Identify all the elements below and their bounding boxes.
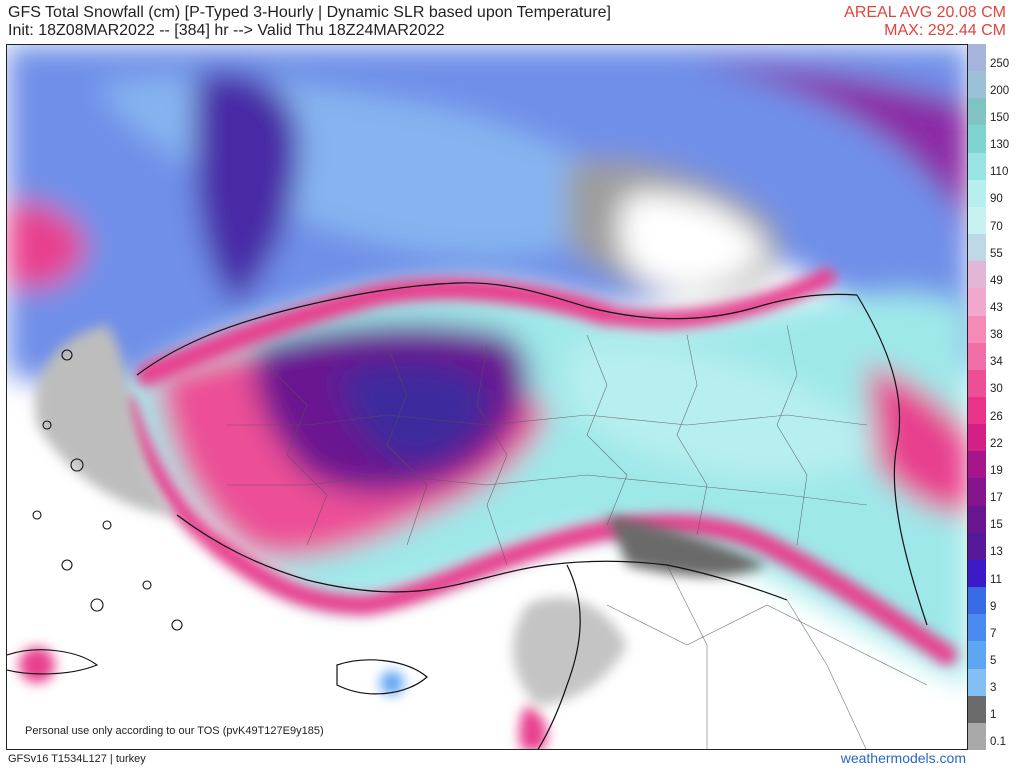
- legend-swatch: [968, 315, 986, 344]
- legend-label: 19: [990, 464, 1003, 477]
- legend-swatch: [968, 44, 986, 72]
- legend-label: 17: [990, 492, 1003, 505]
- legend-swatch: [968, 342, 986, 371]
- legend-label: 150: [990, 111, 1010, 124]
- legend-swatch: [968, 261, 986, 289]
- legend-label: 130: [990, 139, 1010, 152]
- province-borders: [227, 324, 928, 749]
- legend-label: 5: [990, 654, 997, 667]
- legend-label: 38: [990, 329, 1003, 342]
- legend-swatch: [968, 614, 986, 642]
- legend-swatch: [968, 206, 986, 235]
- legend-swatch: [968, 369, 986, 398]
- map-subtitle: Init: 18Z08MAR2022 -- [384] hr --> Valid…: [8, 22, 445, 39]
- island-outlines: [7, 349, 183, 675]
- legend-swatch: [968, 451, 986, 479]
- legend-swatch: [968, 179, 986, 208]
- legend-swatch: [968, 722, 986, 751]
- maximum-value: MAX: 292.44 CM: [884, 22, 1006, 39]
- snowfall-map: Personal use only according to our TOS (…: [6, 44, 968, 750]
- snowfall-shading: [7, 45, 967, 749]
- legend-label: 26: [990, 410, 1003, 423]
- legend-swatch: [968, 152, 986, 181]
- legend-label: 22: [990, 437, 1003, 450]
- legend-swatch: [968, 695, 986, 724]
- model-label: GFSv16 T1534L127 | turkey: [8, 753, 146, 765]
- legend-swatch: [968, 125, 986, 154]
- legend-label: 11: [990, 573, 1002, 586]
- country-borders: [136, 282, 928, 749]
- legend-label: 34: [990, 356, 1003, 369]
- legend-label: 110: [990, 166, 1009, 179]
- legend-label: 7: [990, 627, 997, 640]
- site-link[interactable]: weathermodels.com: [840, 750, 966, 766]
- legend-label: 1: [990, 709, 997, 722]
- legend-label: 90: [990, 193, 1003, 206]
- legend-label: 55: [990, 247, 1003, 260]
- tos-notice: Personal use only according to our TOS (…: [25, 725, 324, 737]
- color-legend: 250 200 150 130 110 90 70 55 49 43 38 34 30 26 22 19 17 1…: [968, 44, 1024, 751]
- legend-swatch: [968, 587, 986, 615]
- legend-bar: [968, 44, 986, 751]
- legend-label: 30: [990, 383, 1003, 396]
- legend-label: 43: [990, 301, 1003, 314]
- legend-swatch: [968, 478, 986, 507]
- legend-swatch: [968, 397, 986, 425]
- legend-swatch: [968, 668, 986, 697]
- legend-swatch: [968, 71, 986, 99]
- map-title: GFS Total Snowfall (cm) [P-Typed 3-Hourl…: [8, 4, 611, 21]
- legend-label: 200: [990, 84, 1010, 97]
- legend-swatch: [968, 424, 986, 452]
- legend-swatch: [968, 505, 986, 534]
- legend-swatch: [968, 234, 986, 262]
- areal-average: AREAL AVG 20.08 CM: [844, 4, 1006, 21]
- legend-label: 49: [990, 274, 1003, 287]
- legend-swatch: [968, 559, 986, 588]
- legend-label: 15: [990, 519, 1003, 532]
- legend-swatch: [968, 98, 986, 126]
- legend-label: 13: [990, 546, 1003, 559]
- legend-label: 9: [990, 600, 997, 613]
- legend-label: 3: [990, 682, 997, 695]
- legend-swatch: [968, 288, 986, 317]
- legend-label: 70: [990, 220, 1003, 233]
- legend-label: 0.1: [990, 736, 1006, 749]
- legend-label: 250: [990, 57, 1010, 70]
- legend-swatch: [968, 641, 986, 670]
- legend-swatch: [968, 532, 986, 561]
